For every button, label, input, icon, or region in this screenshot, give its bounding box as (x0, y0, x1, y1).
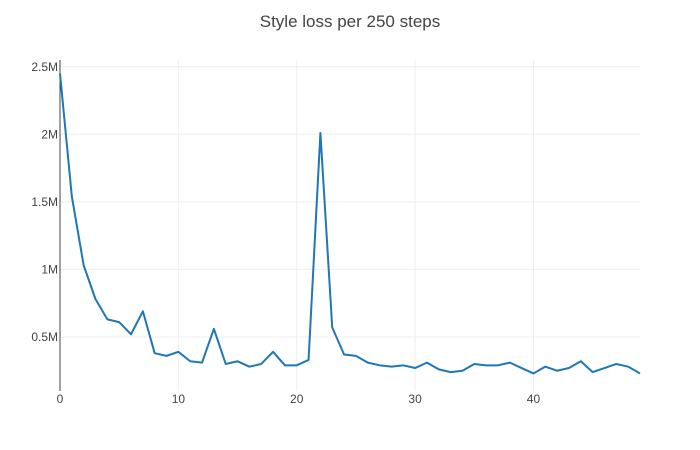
chart-title: Style loss per 250 steps (259, 12, 441, 31)
x-tick-label-3: 30 (408, 392, 422, 406)
y-tick-label-4: 2.5M (31, 60, 58, 74)
x-tick-label-2: 20 (290, 392, 304, 406)
y-tick-label-1: 1M (41, 262, 58, 276)
y-tick-label-2: 1.5M (31, 195, 58, 209)
series-line-0 (59, 73, 641, 375)
y-tick-label-0: 0.5M (31, 330, 58, 344)
x-tick-label-0: 0 (57, 392, 64, 406)
x-tick-label-4: 40 (527, 392, 541, 406)
y-tick-label-3: 2M (41, 127, 58, 141)
x-tick-label-1: 10 (172, 392, 186, 406)
